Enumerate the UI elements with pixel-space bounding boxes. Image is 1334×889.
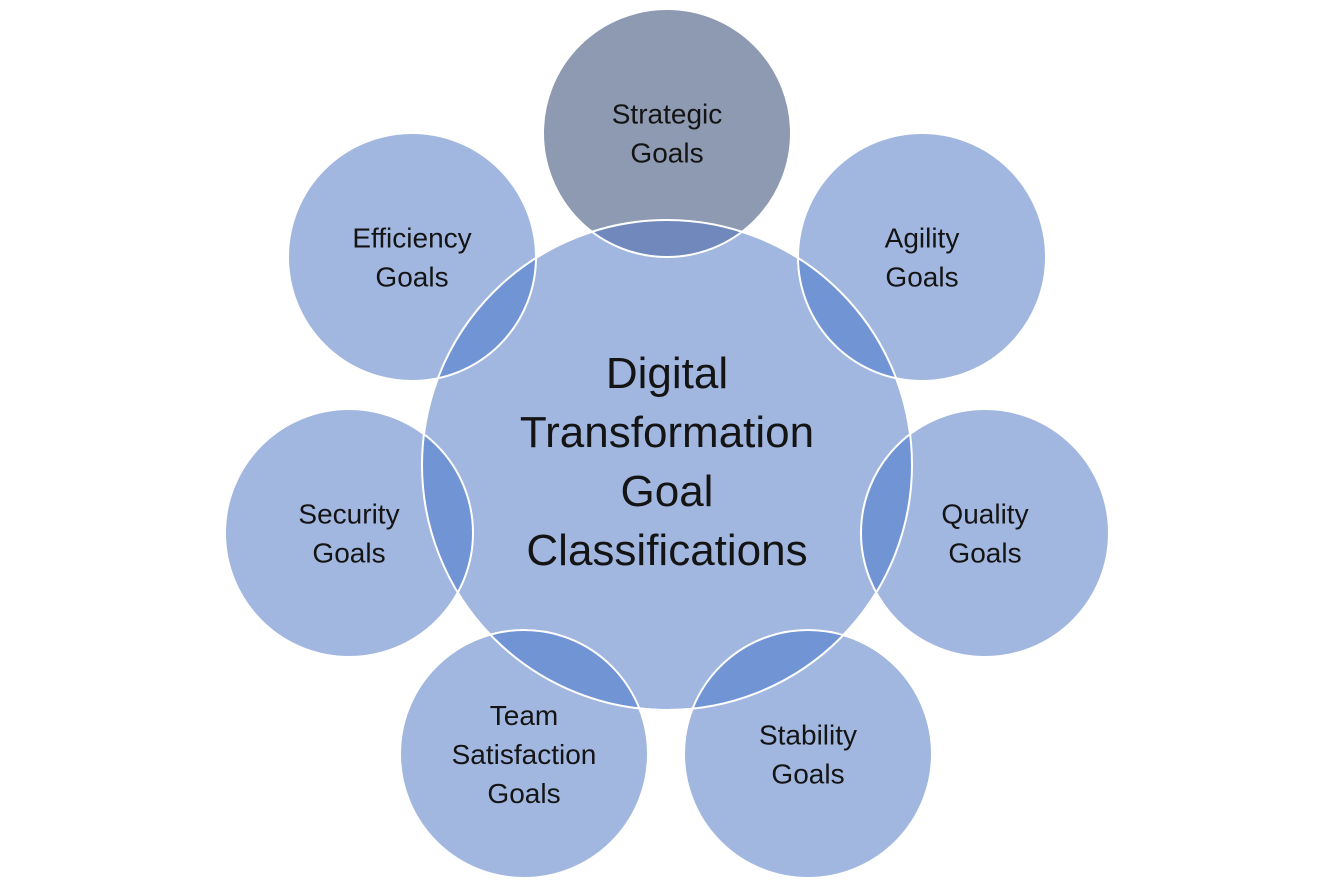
strategic-circle [543,9,791,257]
satellite-layer [225,9,1109,878]
center-title-line-3: Goal [621,467,714,516]
team-satisfaction-outline [399,629,649,879]
stability-outline [683,629,933,879]
security-circle [225,409,473,657]
quality-circle [861,409,1109,657]
efficiency-overlap [422,220,536,381]
satellite-labels: Strategic Goals Agility Goals Quality Goals St… [298,99,1028,810]
team-satisfaction-label-line-1: Team [490,700,558,731]
security-outline [224,408,474,658]
quality-label-line-1: Quality [941,499,1028,530]
center-title: Digital Transformation Goal Classificati… [520,349,814,575]
security-label-line-2: Goals [312,538,385,569]
center-circle-outline [421,219,913,711]
outline-layer [224,8,1110,879]
strategic-label-line-1: Strategic [612,99,723,130]
security-label-line-1: Security [298,499,399,530]
efficiency-label-line-1: Efficiency [352,223,471,254]
center-title-line-2: Transformation [520,408,814,457]
efficiency-label-line-2: Goals [375,262,448,293]
team-satisfaction-label-line-3: Goals [487,778,560,809]
strategic-label-line-2: Goals [630,138,703,169]
center-title-line-1: Digital [606,349,728,398]
agility-label-line-1: Agility [885,223,960,254]
stability-label-line-2: Goals [771,759,844,790]
team-satisfaction-label-line-2: Satisfaction [452,739,597,770]
quality-outline [860,408,1110,658]
quality-label-line-2: Goals [948,538,1021,569]
agility-label-line-2: Goals [885,262,958,293]
strategic-outline [542,8,792,258]
center-title-line-4: Classifications [526,526,807,575]
stability-label-line-1: Stability [759,720,857,751]
agility-overlap [798,220,912,381]
